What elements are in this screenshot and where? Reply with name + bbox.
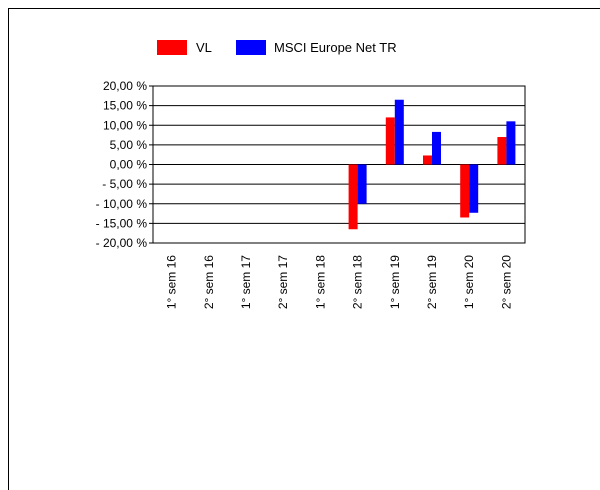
x-tick-label: 2° sem 16 [202,255,216,309]
y-tick-label: 10,00 % [103,118,147,132]
x-tick-label: 1° sem 20 [462,255,476,309]
x-tick-label: 2° sem 18 [351,255,365,309]
x-tick-label: 2° sem 17 [276,255,290,309]
x-tick-label: 2° sem 19 [425,255,439,309]
legend-swatch-vl [157,40,187,55]
plot-area [152,85,526,244]
x-tick-label: 1° sem 19 [388,255,402,309]
y-tick-label: - 20,00 % [96,236,148,250]
legend: VL MSCI Europe Net TR [157,40,397,55]
x-tick-label: 2° sem 20 [499,255,513,309]
y-tick-label: 15,00 % [103,99,147,113]
y-tick-label: 0,00 % [110,158,148,172]
legend-label-msci: MSCI Europe Net TR [274,40,397,55]
chart-frame [8,8,600,490]
bar-vl [460,164,470,218]
y-tick-label: - 5,00 % [102,177,147,191]
bar-vl [348,164,358,230]
y-tick-label: 5,00 % [110,138,148,152]
y-tick-label: - 15,00 % [96,216,148,230]
x-axis-ticks: 1° sem 16 2° sem 16 1° sem 17 2° sem 17 1° s… [165,255,514,309]
bar-msci [394,99,404,165]
x-tick-label: 1° sem 16 [165,255,179,309]
y-axis-ticks: 20,00 % 15,00 % 10,00 % 5,00 % 0,00 % - 5,00 … [96,79,153,250]
legend-swatch-msci [236,40,266,55]
bar-vl [497,137,507,165]
bar-vl [385,117,395,165]
bar-msci [432,131,441,165]
x-tick-label: 1° sem 18 [313,255,327,309]
bar-vl [423,155,432,165]
bar-msci [357,164,367,204]
bar-msci [506,121,516,165]
bars [348,99,516,230]
y-tick-label: - 10,00 % [96,197,148,211]
y-tick-label: 20,00 % [103,79,147,93]
legend-label-vl: VL [196,40,212,55]
bar-msci [469,164,479,213]
x-tick-label: 1° sem 17 [239,255,253,309]
